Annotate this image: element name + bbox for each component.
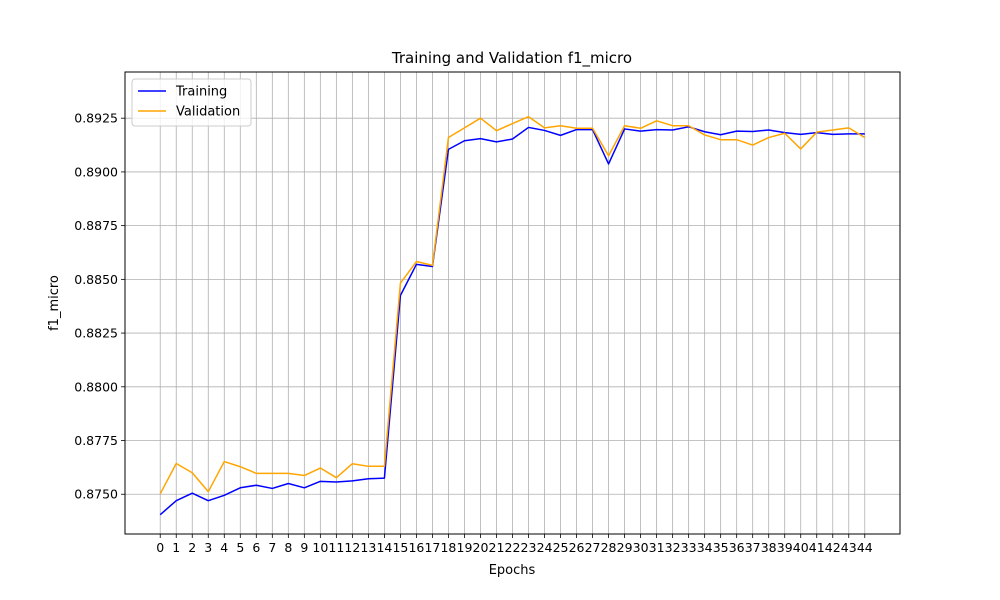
x-tick-label: 27: [585, 540, 601, 555]
series-line-validation: [159, 115, 866, 495]
x-tick-label: 1: [172, 540, 180, 555]
x-tick-label: 0: [156, 540, 164, 555]
chart-title: Training and Validation f1_micro: [391, 49, 632, 68]
legend: Training Validation: [131, 78, 252, 127]
y-tick-label: 0.8775: [74, 433, 118, 448]
x-tick-label: 21: [489, 540, 505, 555]
x-tick-label: 11: [328, 540, 344, 555]
x-tick-label: 9: [300, 540, 308, 555]
x-tick-label: 37: [745, 540, 761, 555]
x-tick-label: 12: [344, 540, 360, 555]
y-tick-label: 0.8925: [74, 111, 118, 126]
x-tick-label: 30: [633, 540, 649, 555]
y-tick-label: 0.8900: [74, 164, 118, 179]
x-tick-label: 36: [729, 540, 745, 555]
x-tick-label: 44: [857, 540, 873, 555]
x-tick-label: 6: [252, 540, 260, 555]
y-tick-label: 0.8850: [74, 272, 118, 287]
x-tick-label: 26: [569, 540, 585, 555]
x-tick-label: 3: [204, 540, 212, 555]
x-tick-label: 20: [473, 540, 489, 555]
series-group: [159, 115, 866, 516]
x-tick-label: 33: [681, 540, 697, 555]
x-tick-label: 2: [188, 540, 196, 555]
x-tick-label: 42: [825, 540, 841, 555]
x-tick-label: 14: [376, 540, 392, 555]
x-tick-label: 7: [268, 540, 276, 555]
x-tick-label: 23: [521, 540, 537, 555]
x-tick-label: 39: [777, 540, 793, 555]
x-tick-label: 10: [312, 540, 328, 555]
y-tick-label: 0.8800: [74, 379, 118, 394]
x-tick-label: 35: [713, 540, 729, 555]
legend-label-validation: Validation: [176, 105, 240, 120]
x-tick-label: 16: [408, 540, 424, 555]
y-axis-ticks: 0.8750 0.8775 0.8800 0.8825 0.8850 0.8875 0.89…: [74, 111, 125, 502]
series-line-training: [159, 126, 865, 516]
x-tick-label: 31: [649, 540, 665, 555]
legend-label-training: Training: [175, 85, 227, 100]
grid: [125, 72, 900, 534]
x-tick-label: 29: [617, 540, 633, 555]
x-tick-label: 25: [553, 540, 569, 555]
x-tick-label: 4: [220, 540, 228, 555]
x-tick-label: 38: [761, 540, 777, 555]
y-axis-label: f1_micro: [47, 275, 62, 331]
x-tick-label: 32: [665, 540, 681, 555]
x-tick-label: 24: [537, 540, 553, 555]
x-tick-label: 17: [424, 540, 440, 555]
x-tick-label: 40: [793, 540, 809, 555]
x-tick-label: 8: [284, 540, 292, 555]
x-tick-label: 15: [392, 540, 408, 555]
x-tick-label: 41: [809, 540, 825, 555]
x-tick-label: 5: [236, 540, 244, 555]
x-axis-label: Epochs: [489, 563, 536, 578]
x-tick-label: 28: [601, 540, 617, 555]
x-tick-label: 13: [360, 540, 376, 555]
x-tick-label: 18: [440, 540, 456, 555]
y-tick-label: 0.8825: [74, 326, 118, 341]
y-tick-label: 0.8750: [74, 487, 118, 502]
x-axis-ticks: 0 1 2 3 4 5 6 7 8 9 10 11 12 13 14 15 16 17 18 19 20 21 22 23 24…: [156, 534, 873, 555]
x-tick-label: 43: [841, 540, 857, 555]
y-tick-label: 0.8875: [74, 218, 118, 233]
x-tick-label: 19: [457, 540, 473, 555]
x-tick-label: 22: [505, 540, 521, 555]
x-tick-label: 34: [697, 540, 713, 555]
